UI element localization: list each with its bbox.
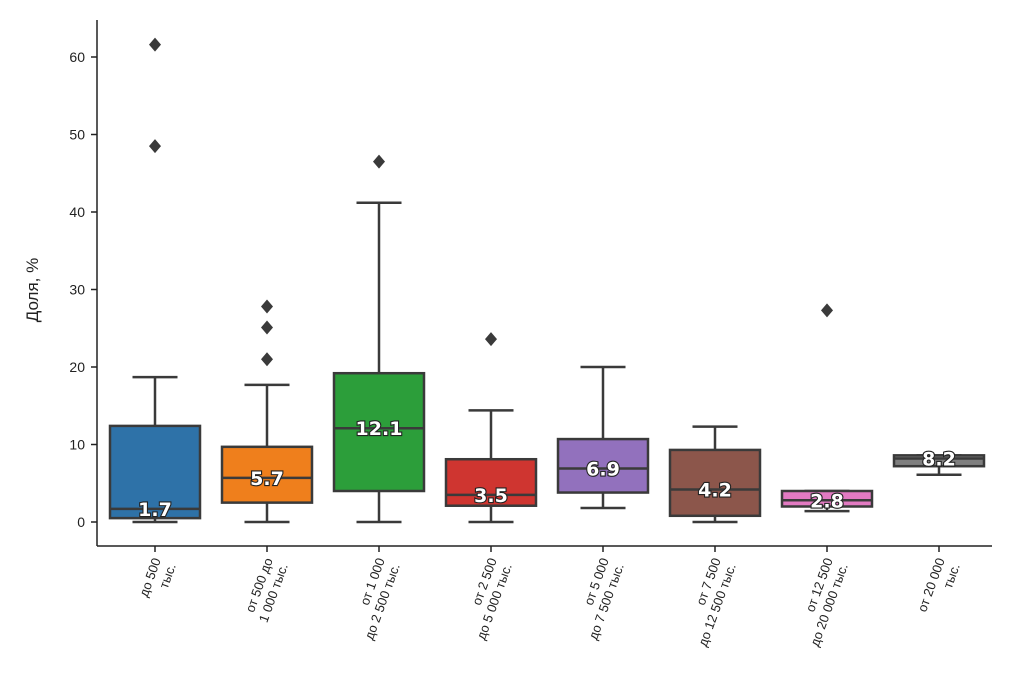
box [556,437,650,494]
box [444,457,538,507]
x-tick-label: от 500 до1 000 тыс. [242,556,291,624]
box-group: 1.7 [108,37,202,524]
y-tick-label: 0 [77,514,85,530]
outlier-point [485,332,497,347]
median-label: 5.7 [250,468,284,490]
box-group: 8.2 [892,447,986,476]
y-ticks: 0 10 20 30 40 50 60 [69,49,97,530]
median-label: 8.2 [922,448,956,470]
y-tick-label: 30 [69,282,85,298]
y-tick-label: 10 [69,437,85,453]
box-group: 6.9 [556,365,650,510]
box [780,489,874,508]
box [892,454,986,468]
median-label: 6.9 [586,459,620,481]
median-label: 2.8 [810,490,844,512]
y-axis-title: Доля, % [23,258,42,322]
y-tick-label: 50 [69,127,85,143]
outlier-point [149,37,161,52]
median-label: 1.7 [138,499,172,521]
box-group: 2.8 [780,303,874,513]
box [220,445,314,504]
box-group: 3.5 [444,332,538,524]
median-label: 4.2 [698,479,732,501]
outlier-point [373,154,385,169]
box-group: 5.7 [220,299,314,524]
outlier-point [261,299,273,314]
outlier-point [261,320,273,335]
box-group: 4.2 [668,425,762,524]
median-label: 3.5 [474,485,508,507]
box-group: 12.1 [332,154,426,524]
outlier-point [149,139,161,154]
y-tick-label: 40 [69,204,85,220]
y-tick-label: 20 [69,359,85,375]
boxes: 1.7 5.7 12.1 3.5 6.9 4.2 2.8 8.2 [108,37,986,524]
box [108,424,202,520]
outlier-point [261,352,273,367]
y-tick-label: 60 [69,49,85,65]
box [668,448,762,518]
outlier-point [821,303,833,318]
box [332,371,426,493]
median-label: 12.1 [356,418,403,440]
